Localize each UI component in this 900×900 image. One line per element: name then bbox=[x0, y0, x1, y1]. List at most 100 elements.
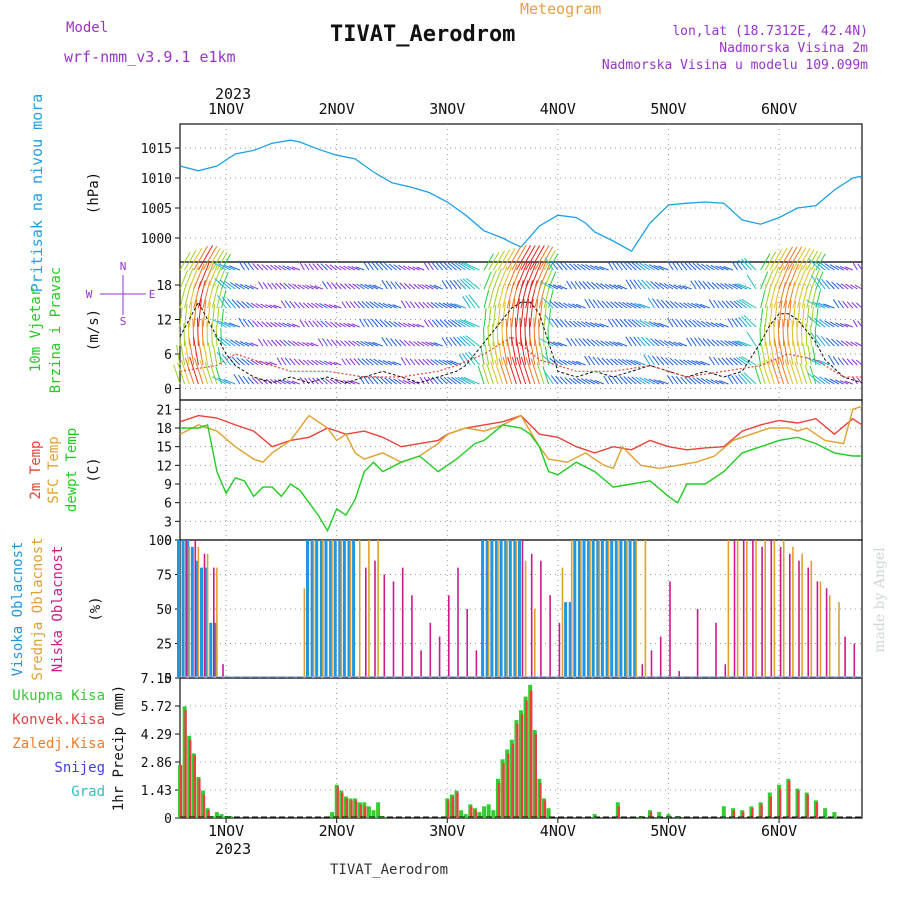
wind-barb bbox=[502, 301, 506, 328]
wind-barb bbox=[543, 250, 556, 271]
wind-barb bbox=[801, 303, 806, 328]
wind-barb bbox=[515, 262, 528, 290]
wind-barb bbox=[659, 282, 669, 290]
wind-barb bbox=[557, 342, 568, 347]
wind-barb bbox=[665, 357, 674, 366]
wind-barb bbox=[390, 338, 397, 347]
wind-barb bbox=[606, 358, 614, 366]
precipitation-ytick-label: 2.86 bbox=[141, 756, 172, 771]
wind-barb bbox=[211, 285, 219, 309]
wind-barb bbox=[184, 267, 194, 290]
wind-barb bbox=[543, 267, 554, 290]
cloud_high-legend: Visoka Oblacnost bbox=[10, 542, 26, 677]
wind-barb bbox=[606, 301, 614, 309]
wind-ytick-label: 12 bbox=[156, 314, 172, 329]
wind-barb bbox=[573, 263, 582, 271]
wind-barb bbox=[663, 340, 674, 347]
wind-barb bbox=[836, 339, 844, 347]
wind-barb bbox=[363, 261, 370, 271]
wind-barb bbox=[419, 376, 425, 385]
wind-barb bbox=[375, 261, 384, 271]
wind-barb bbox=[534, 338, 540, 366]
wind-barb bbox=[412, 266, 420, 271]
wind-barb bbox=[826, 280, 835, 290]
wind-barb bbox=[695, 360, 706, 366]
wind-barb bbox=[729, 357, 738, 366]
wind-barb bbox=[520, 298, 525, 328]
wind-barb bbox=[441, 337, 448, 347]
clouds-ytick-label: 75 bbox=[156, 569, 172, 584]
wind-barb bbox=[766, 359, 775, 385]
wind-barb bbox=[721, 357, 729, 366]
wind-barb bbox=[525, 262, 537, 290]
wind-barb bbox=[319, 360, 328, 366]
wind-barb bbox=[453, 303, 466, 309]
wind-barb bbox=[311, 302, 319, 309]
wind-barb bbox=[534, 245, 550, 271]
wind-barb bbox=[831, 338, 840, 347]
wind-barb bbox=[462, 353, 471, 366]
wind-barb bbox=[563, 302, 572, 309]
wind-barb bbox=[310, 342, 319, 347]
precip_conv-bar bbox=[341, 792, 344, 818]
precip_total-bar bbox=[832, 812, 837, 818]
wind-barb bbox=[216, 294, 227, 309]
wind-barb bbox=[289, 300, 296, 309]
wind-barb bbox=[735, 318, 743, 328]
temperature-ytick-label: 3 bbox=[164, 515, 172, 530]
wind-barb bbox=[383, 377, 393, 385]
wind-barb bbox=[484, 344, 490, 366]
wind-barb bbox=[188, 301, 193, 328]
wind-barb bbox=[423, 319, 430, 328]
wind-barb bbox=[731, 261, 739, 271]
wind-barb bbox=[405, 357, 411, 366]
wind-barb bbox=[743, 257, 757, 271]
wind-ylabel: (m/s) bbox=[86, 309, 102, 351]
wind-barb bbox=[564, 319, 573, 328]
wind-barb bbox=[399, 282, 407, 290]
wind-barb bbox=[668, 283, 678, 290]
wind-barb bbox=[687, 302, 697, 309]
pressure-ylabel: (hPa) bbox=[86, 172, 102, 214]
wind-barb bbox=[787, 264, 799, 290]
wind-barb bbox=[511, 262, 523, 290]
wind-barb bbox=[622, 358, 632, 366]
wind-barb bbox=[483, 308, 487, 328]
wind-barb bbox=[637, 336, 646, 347]
wind-barb bbox=[732, 340, 743, 347]
wind-barb bbox=[835, 322, 844, 328]
wind-barb bbox=[719, 265, 729, 271]
wind-barb bbox=[590, 339, 600, 347]
wind-barb bbox=[398, 264, 407, 271]
wind-barb bbox=[760, 271, 769, 290]
wind-barb bbox=[245, 341, 254, 347]
wind-barb bbox=[674, 358, 683, 366]
wind-barb bbox=[283, 339, 291, 347]
wind-barb bbox=[212, 344, 218, 366]
wind-barb bbox=[460, 376, 476, 385]
wind-barb bbox=[809, 365, 817, 385]
wind-barb bbox=[667, 317, 674, 328]
wind-barb bbox=[431, 319, 439, 328]
wind-barb bbox=[855, 284, 863, 290]
wind-barb bbox=[207, 247, 221, 271]
wind-barb bbox=[560, 262, 568, 271]
precip_conv-bar bbox=[778, 788, 782, 818]
wind-barb bbox=[426, 301, 434, 309]
wind-barb bbox=[631, 319, 642, 328]
temperature-ytick-label: 12 bbox=[156, 459, 172, 474]
wind-barb bbox=[492, 323, 494, 347]
cloud_mid-bars bbox=[188, 540, 840, 678]
wind-barb bbox=[769, 249, 783, 271]
wind-barb bbox=[446, 359, 457, 366]
wind-barb bbox=[542, 323, 545, 347]
wind-barb bbox=[324, 320, 333, 328]
wind-barb bbox=[463, 319, 480, 328]
wind-barb bbox=[582, 281, 591, 290]
wind-barb bbox=[710, 322, 720, 328]
wind-barb bbox=[542, 297, 554, 309]
wind-barb bbox=[255, 303, 264, 309]
wind-barb bbox=[552, 341, 563, 347]
wind-barb bbox=[193, 336, 199, 366]
